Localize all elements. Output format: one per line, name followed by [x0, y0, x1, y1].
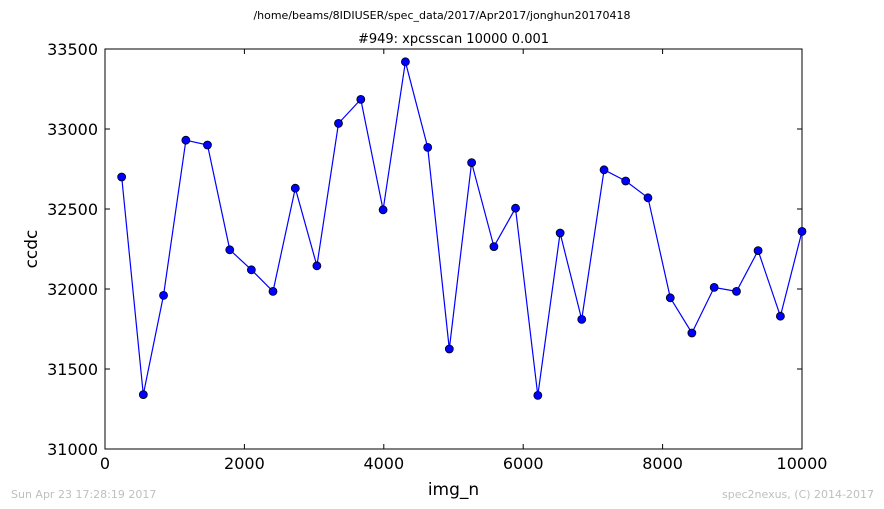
data-point [709, 282, 719, 292]
y-tick-label: 31000 [47, 440, 98, 459]
data-point [225, 245, 235, 255]
data-series [117, 57, 807, 400]
plot-area [104, 48, 803, 450]
credit-footer: spec2nexus, (C) 2014-2017 [722, 488, 874, 501]
y-tick-label: 32000 [47, 280, 98, 299]
timestamp-footer: Sun Apr 23 17:28:19 2017 [11, 488, 157, 501]
data-point [334, 119, 343, 128]
x-tick-label: 4000 [363, 454, 404, 473]
data-point [753, 246, 763, 256]
x-tick-label: 8000 [642, 454, 683, 473]
data-point [489, 242, 499, 252]
plot-frame [104, 48, 803, 450]
data-point [775, 311, 785, 321]
data-point [246, 265, 256, 275]
data-point [290, 183, 300, 193]
y-tick-label: 32500 [47, 200, 98, 219]
chart-title: #949: xpcsscan 10000 0.001 [358, 32, 549, 47]
data-point [138, 390, 148, 400]
data-point [621, 176, 631, 186]
data-point [555, 228, 565, 238]
figure-suptitle: /home/beams/8IDIUSER/spec_data/2017/Apr2… [253, 9, 631, 22]
data-point [665, 293, 675, 303]
data-point [797, 226, 807, 236]
y-tick-label: 31500 [47, 360, 98, 379]
data-point [687, 328, 697, 338]
data-point [401, 57, 410, 67]
y-tick-label: 33000 [47, 120, 98, 139]
data-point [203, 140, 212, 150]
data-point [268, 286, 278, 296]
x-axis-label: img_n [428, 480, 479, 500]
data-point [643, 193, 653, 203]
axis-ticks: 0 2000 4000 6000 8000 10000 31000 31500 32000 325… [47, 40, 827, 473]
x-tick-label: 6000 [503, 454, 544, 473]
data-point [444, 344, 454, 354]
data-point [312, 261, 322, 271]
data-point [599, 165, 609, 175]
data-point [467, 158, 477, 168]
y-axis-label: ccdc [22, 230, 42, 269]
y-tick-label: 33500 [47, 40, 98, 59]
data-point [181, 135, 191, 145]
data-point [356, 95, 366, 104]
series-line [121, 61, 803, 396]
data-point [423, 142, 433, 152]
x-tick-label: 0 [100, 454, 110, 473]
data-point [732, 286, 741, 296]
data-point [117, 172, 127, 182]
data-point [577, 314, 587, 324]
x-tick-label: 2000 [224, 454, 265, 473]
x-tick-label: 10000 [777, 454, 828, 473]
data-point [378, 205, 388, 215]
data-point [511, 203, 520, 213]
data-point [159, 290, 168, 300]
data-point [533, 390, 543, 400]
